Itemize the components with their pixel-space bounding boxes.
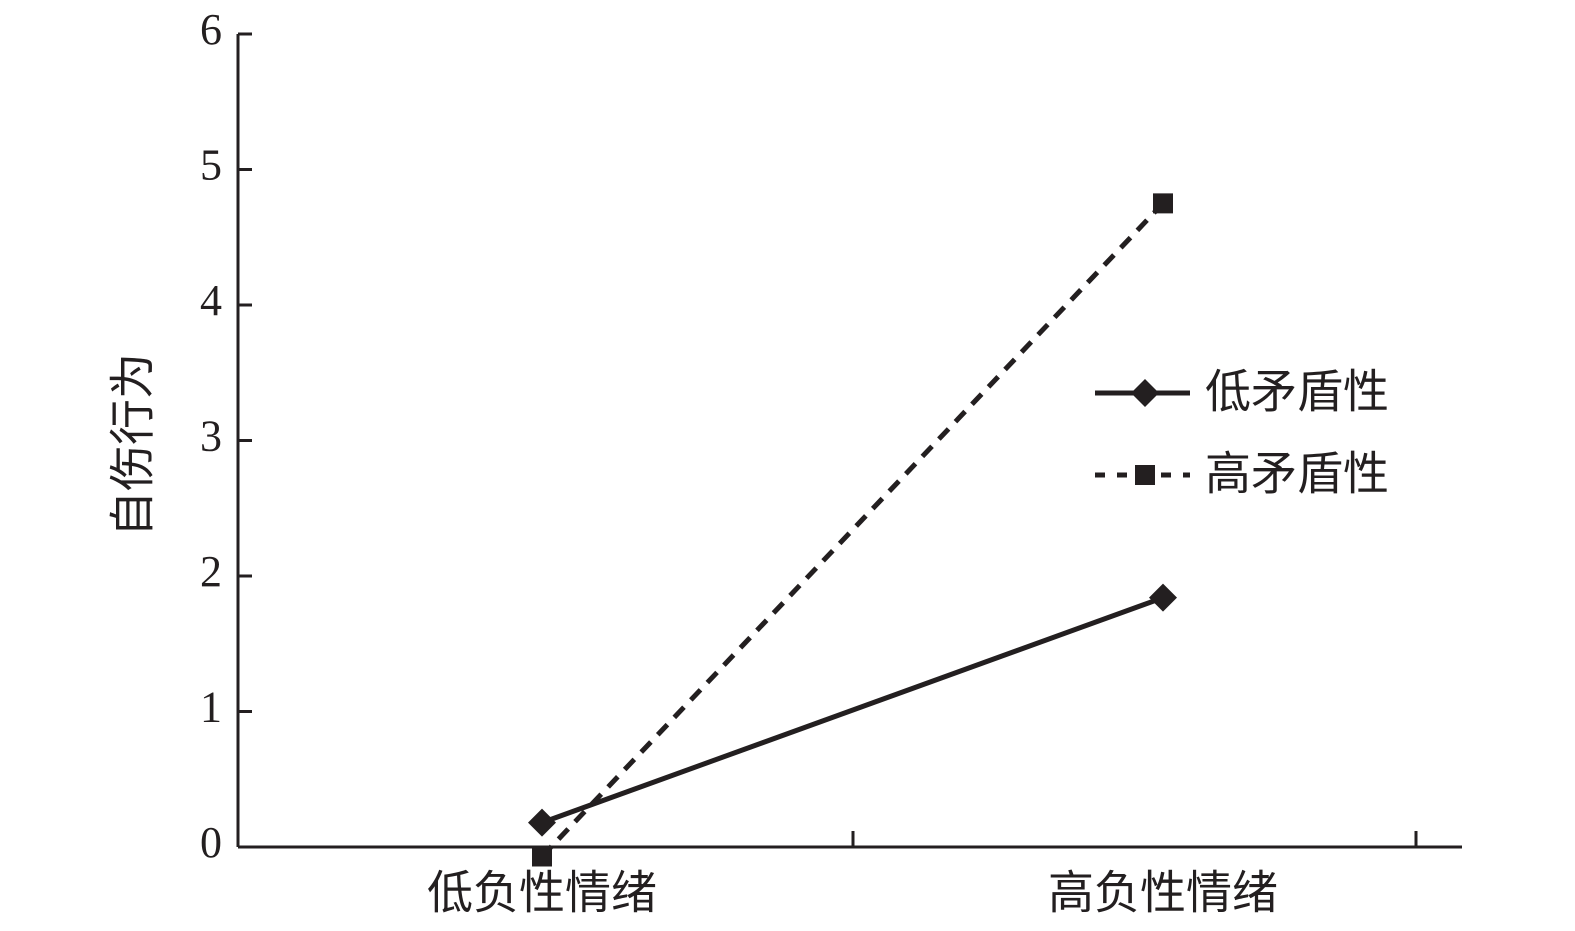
y-tick-label: 1 xyxy=(200,683,222,732)
y-tick-label: 6 xyxy=(200,5,222,54)
marker xyxy=(1153,193,1173,214)
legend-label: 低矛盾性 xyxy=(1205,367,1389,418)
marker xyxy=(1131,379,1159,407)
y-tick-label: 4 xyxy=(200,276,222,325)
series-line xyxy=(540,201,1165,859)
x-tick-label: 高负性情绪 xyxy=(1048,868,1278,919)
marker xyxy=(1135,465,1155,485)
marker xyxy=(528,808,556,837)
y-tick-label: 5 xyxy=(200,141,222,190)
marker xyxy=(532,846,552,867)
y-tick-label: 0 xyxy=(200,818,222,867)
marker xyxy=(1149,583,1177,612)
legend-label: 高矛盾性 xyxy=(1205,449,1389,500)
x-tick-label: 低负性情绪 xyxy=(427,868,657,919)
y-axis-label: 自伤行为 xyxy=(108,353,159,537)
y-tick-label: 3 xyxy=(200,412,222,461)
y-tick-label: 2 xyxy=(200,547,222,596)
series-line xyxy=(541,595,1164,825)
